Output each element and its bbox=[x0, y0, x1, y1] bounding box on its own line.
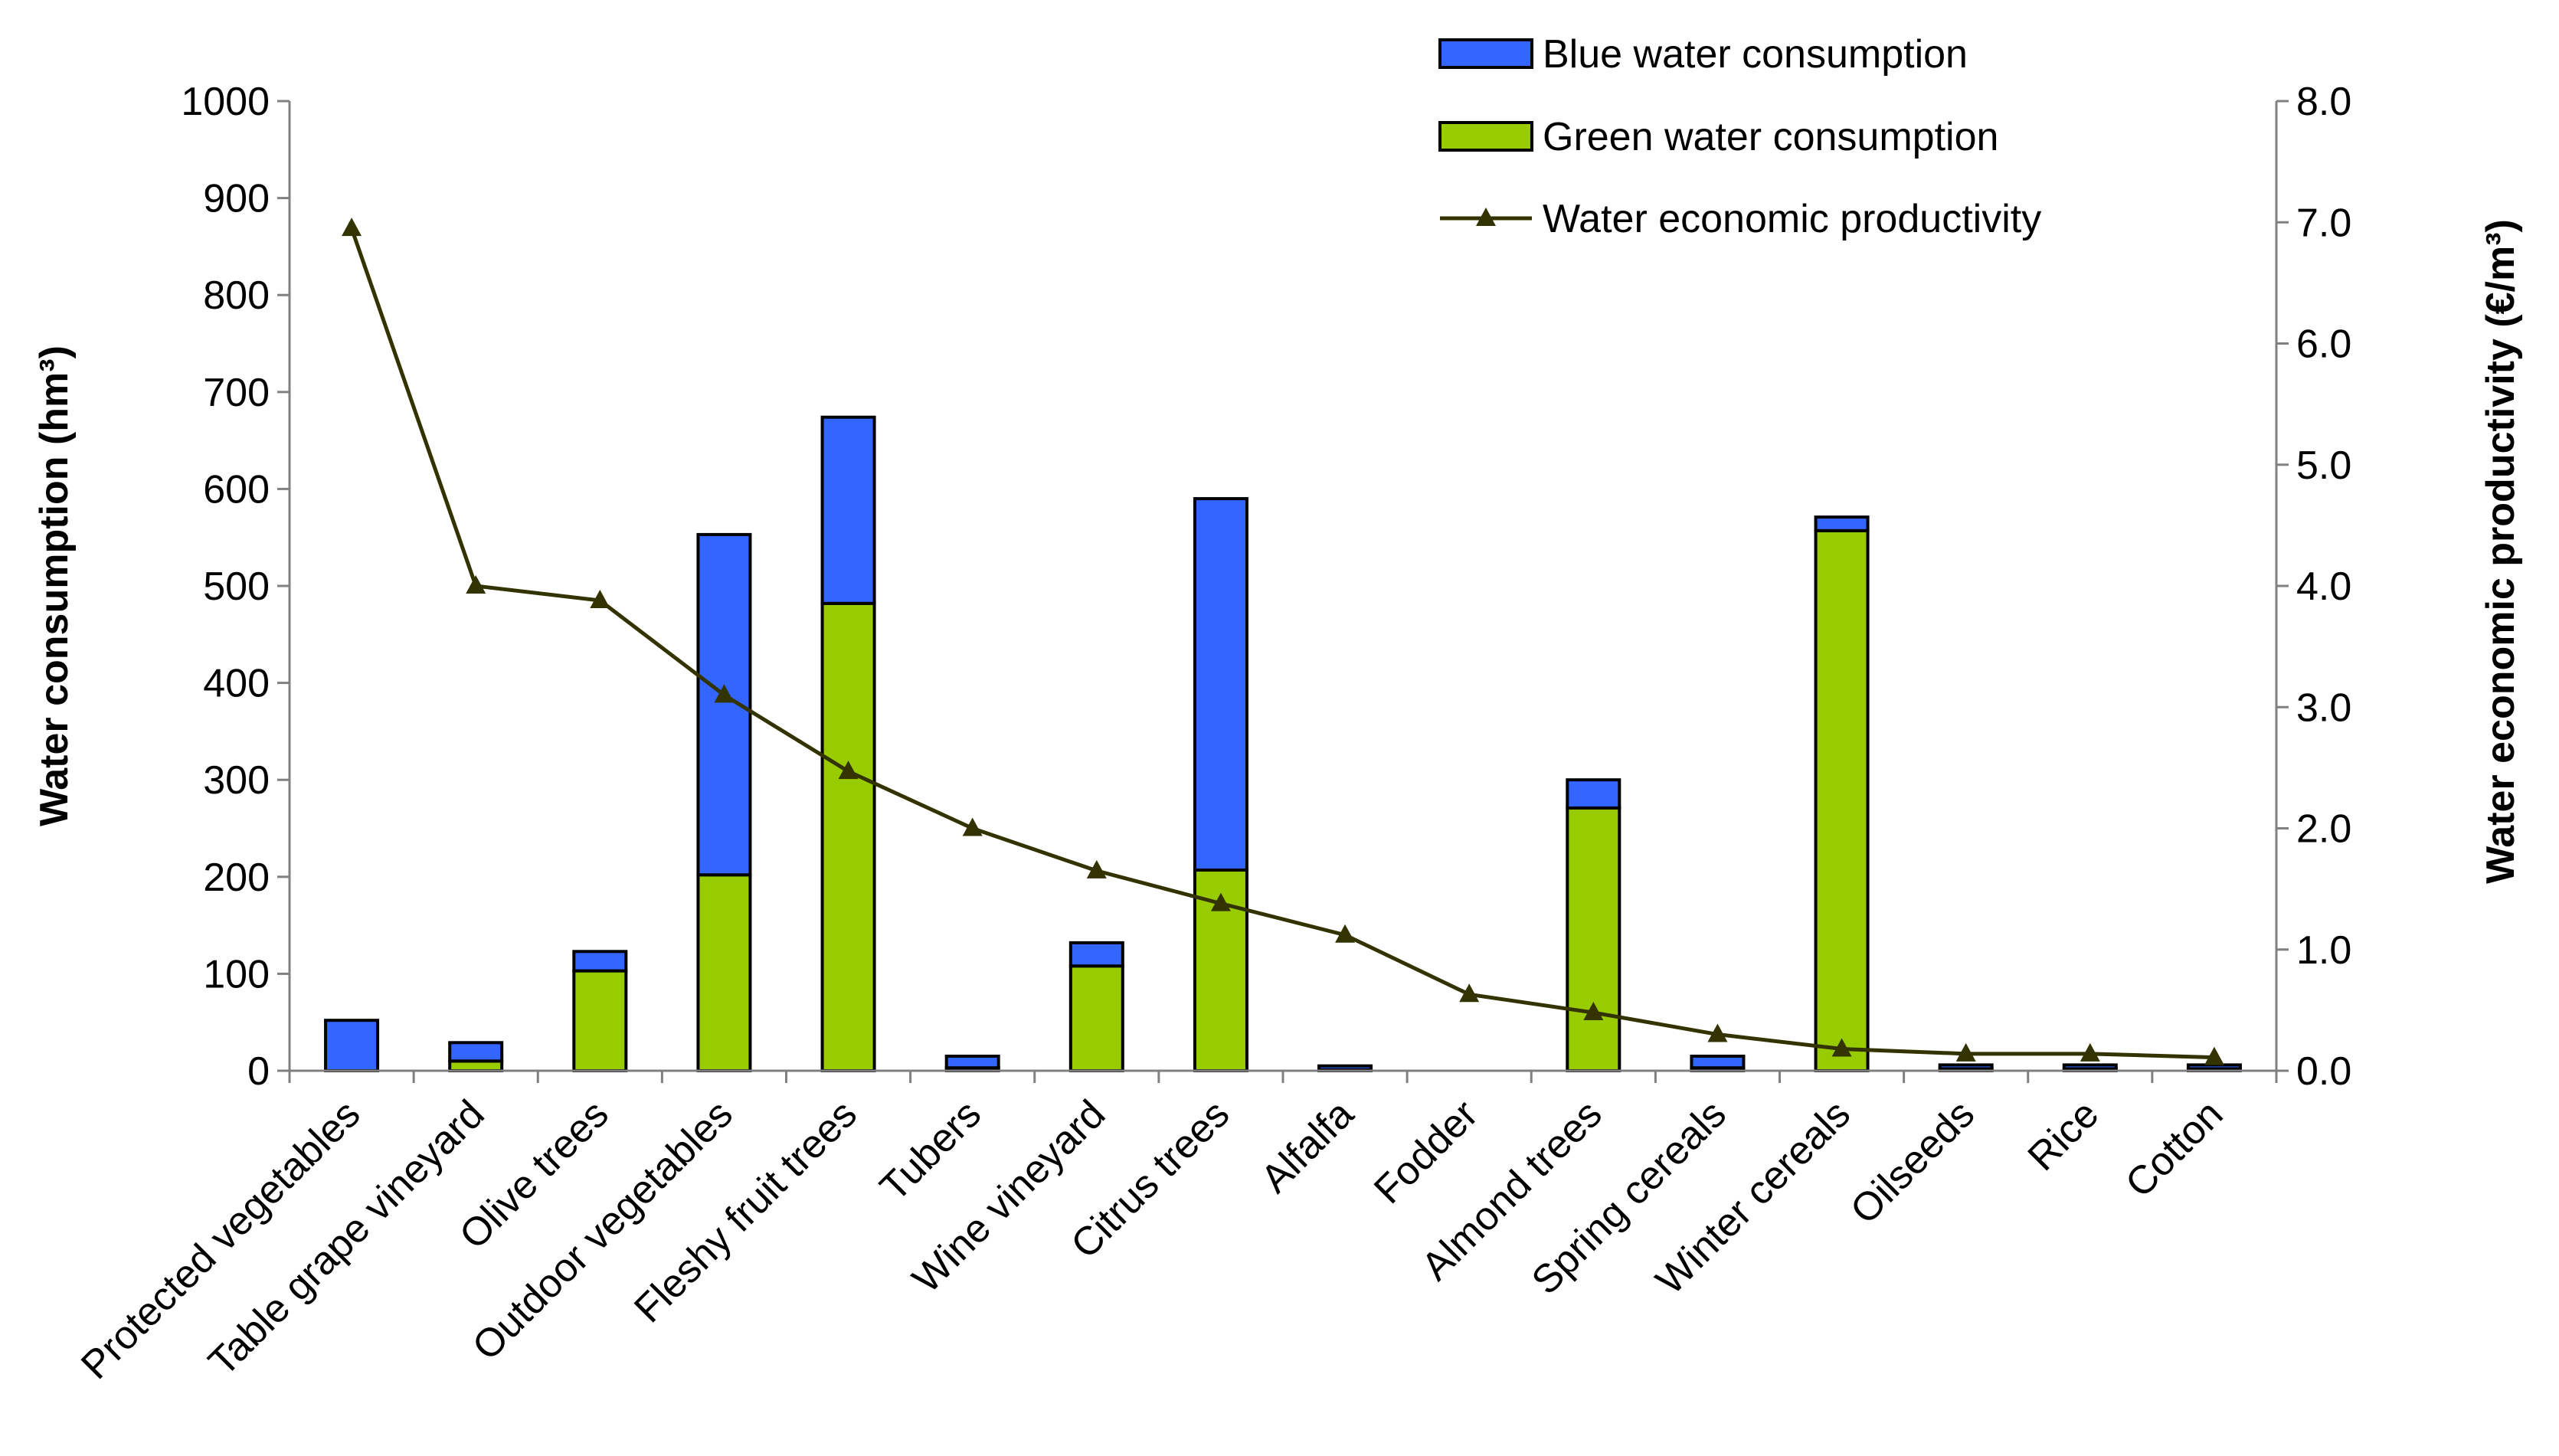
bar-blue-13 bbox=[1938, 1063, 1994, 1071]
y2-tick-label: 8.0 bbox=[2296, 80, 2351, 124]
y-tick-label: 400 bbox=[203, 662, 270, 706]
bar-blue-11 bbox=[1690, 1055, 1746, 1070]
productivity-point bbox=[466, 575, 486, 594]
y2-tick-label: 0.0 bbox=[2296, 1049, 2351, 1094]
productivity-point bbox=[962, 817, 983, 836]
y-tick-label: 300 bbox=[203, 758, 270, 803]
y2-tick-label: 5.0 bbox=[2296, 443, 2351, 488]
bar-blue-14 bbox=[2062, 1063, 2118, 1071]
productivity-point bbox=[1210, 892, 1231, 911]
legend-label-green: Green water consumption bbox=[1543, 115, 1998, 159]
productivity-point bbox=[1086, 859, 1107, 879]
bar-green-6 bbox=[1068, 964, 1124, 1072]
productivity-point bbox=[1707, 1023, 1728, 1042]
productivity-point bbox=[1831, 1038, 1852, 1057]
bar-green-3 bbox=[696, 873, 752, 1072]
productivity-point bbox=[342, 218, 362, 237]
category-label: Tubers bbox=[872, 1091, 990, 1209]
productivity-point bbox=[838, 761, 859, 780]
productivity-point bbox=[2080, 1042, 2100, 1062]
bar-blue-2 bbox=[572, 950, 628, 973]
y-tick-label: 800 bbox=[203, 273, 270, 318]
category-label: Rice bbox=[2020, 1091, 2108, 1180]
category-label: Fleshy fruit trees bbox=[626, 1091, 866, 1331]
category-label: Oilseeds bbox=[1842, 1091, 1983, 1232]
y2-tick-label: 2.0 bbox=[2296, 807, 2351, 852]
bar-blue-0 bbox=[324, 1019, 380, 1072]
y-tick-label: 200 bbox=[203, 856, 270, 900]
y-tick-label: 1000 bbox=[181, 80, 270, 124]
legend: Blue water consumption Green water consum… bbox=[1438, 32, 2041, 241]
productivity-point bbox=[1583, 1002, 1604, 1021]
legend-label-productivity: Water economic productivity bbox=[1543, 197, 2041, 241]
y-tick-label: 700 bbox=[203, 371, 270, 415]
bars bbox=[324, 415, 2242, 1073]
category-label: Fodder bbox=[1366, 1091, 1487, 1212]
y2-tick-label: 1.0 bbox=[2296, 928, 2351, 973]
bar-green-4 bbox=[820, 601, 876, 1072]
y2-tick-label: 7.0 bbox=[2296, 201, 2351, 245]
bar-blue-4 bbox=[820, 415, 876, 605]
bar-blue-12 bbox=[1814, 515, 1870, 532]
bar-blue-1 bbox=[448, 1041, 504, 1063]
legend-swatch-blue bbox=[1438, 38, 1533, 69]
y-tick-label: 900 bbox=[203, 177, 270, 221]
bar-blue-10 bbox=[1566, 778, 1621, 810]
productivity-point bbox=[2204, 1046, 2224, 1065]
bar-blue-7 bbox=[1193, 497, 1248, 872]
y-tick-label: 100 bbox=[203, 952, 270, 996]
y-tick-label: 0 bbox=[247, 1049, 270, 1094]
bar-blue-8 bbox=[1317, 1064, 1373, 1072]
legend-swatch-green bbox=[1438, 121, 1533, 152]
bar-green-2 bbox=[572, 969, 628, 1073]
legend-label-blue: Blue water consumption bbox=[1543, 32, 1968, 77]
y2-tick-label: 4.0 bbox=[2296, 564, 2351, 609]
bar-green-12 bbox=[1814, 528, 1870, 1072]
bar-blue-6 bbox=[1068, 941, 1124, 968]
y2-axis-title: Water economic productivity (€/m³) bbox=[2479, 219, 2523, 884]
bar-green-10 bbox=[1566, 806, 1621, 1072]
legend-marker-productivity bbox=[1476, 208, 1496, 226]
category-label: Cotton bbox=[2117, 1091, 2231, 1206]
y2-tick-label: 3.0 bbox=[2296, 685, 2351, 730]
productivity-line bbox=[342, 218, 2224, 1065]
productivity-point bbox=[714, 684, 735, 703]
y-tick-label: 500 bbox=[203, 564, 270, 609]
y-axis-title: Water consumption (hm³) bbox=[32, 345, 77, 826]
productivity-point bbox=[1335, 924, 1356, 943]
productivity-point bbox=[1459, 983, 1480, 1003]
bar-blue-15 bbox=[2186, 1063, 2242, 1071]
labels: Water consumption (hm³) Water economic pr… bbox=[32, 219, 2523, 884]
y-tick-label: 600 bbox=[203, 467, 270, 512]
productivity-point bbox=[590, 589, 610, 608]
bar-blue-5 bbox=[944, 1055, 1000, 1070]
productivity-point bbox=[1955, 1042, 1976, 1062]
y2-tick-label: 6.0 bbox=[2296, 322, 2351, 367]
category-label: Alfalfa bbox=[1252, 1091, 1362, 1201]
productivity-line-path bbox=[349, 227, 2215, 1060]
